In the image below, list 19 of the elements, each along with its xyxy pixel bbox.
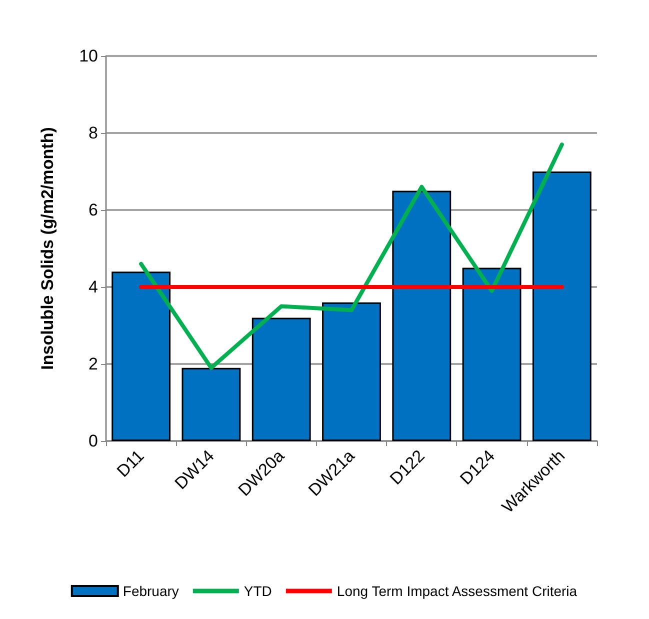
legend-label: February (122, 583, 179, 599)
bar (112, 272, 171, 441)
line-series (139, 142, 564, 370)
bar (392, 190, 452, 441)
y-tick-label: 8 (88, 124, 98, 142)
legend-label: Long Term Impact Assessment Criteria (336, 583, 578, 599)
y-tick-label: 0 (88, 432, 98, 450)
legend-label: YTD (244, 583, 272, 599)
y-tick-label: 2 (88, 354, 98, 374)
bar (462, 268, 522, 441)
bar (532, 172, 592, 441)
y-axis-title: Insoluble Solids (g/m2/month) (38, 127, 57, 370)
x-tick-label: D11 (113, 446, 148, 481)
bar (322, 302, 381, 441)
y-tick-label: 10 (79, 46, 98, 66)
y-tick-label: 6 (88, 200, 98, 220)
bar (182, 368, 241, 441)
bar (252, 318, 311, 441)
y-tick-label: 4 (88, 278, 98, 296)
